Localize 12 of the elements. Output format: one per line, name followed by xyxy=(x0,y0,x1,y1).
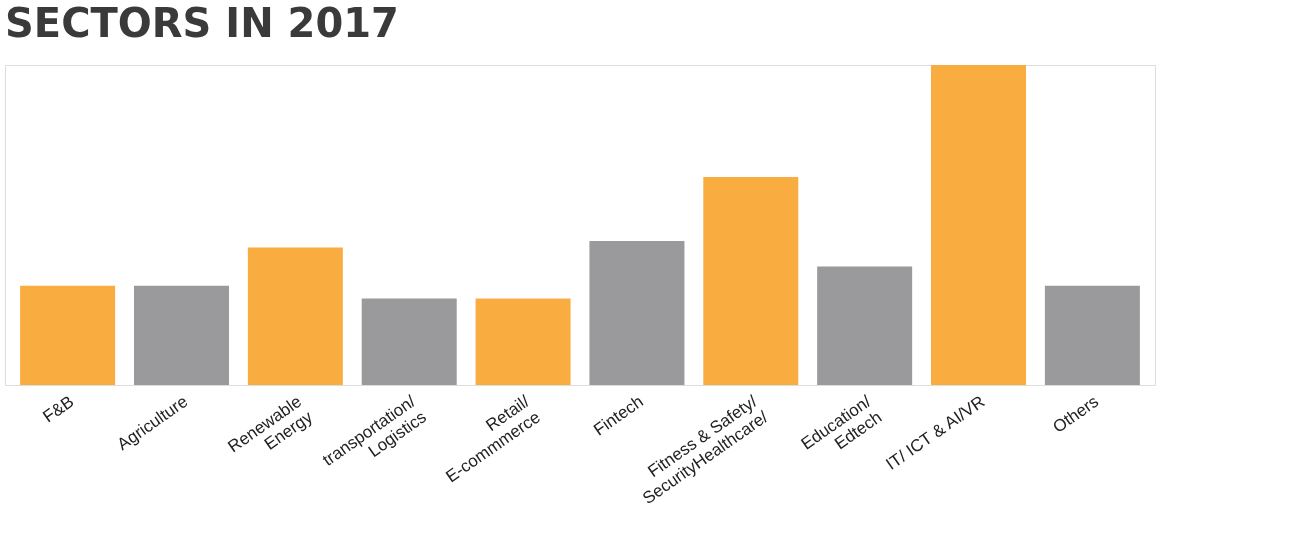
bar xyxy=(20,285,116,385)
bar xyxy=(247,247,343,385)
bar xyxy=(1044,285,1140,385)
bar xyxy=(703,177,799,385)
x-tick-label: F&B xyxy=(39,391,78,427)
bar xyxy=(133,285,229,385)
bar xyxy=(931,65,1027,385)
bar xyxy=(817,266,913,385)
bar xyxy=(361,298,457,385)
chart-title: SECTORS IN 2017 xyxy=(5,0,399,46)
bar xyxy=(475,298,571,385)
bar xyxy=(589,241,685,385)
